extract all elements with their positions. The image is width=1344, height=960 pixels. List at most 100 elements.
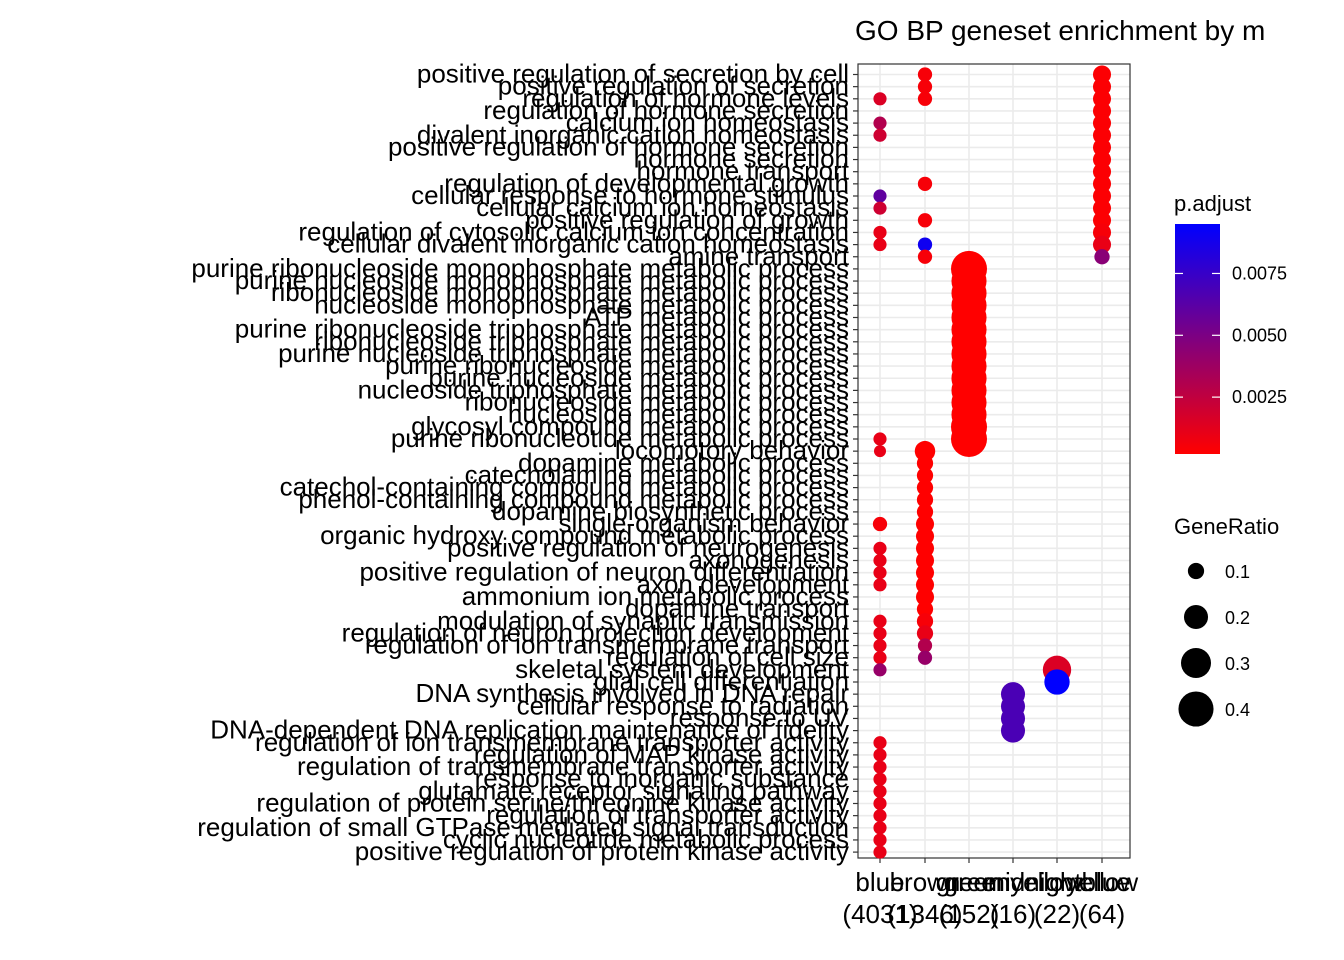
y-tick-label: regulation of small GTPase mediated sign… bbox=[197, 812, 849, 842]
y-tick-label: cellular response to radiation bbox=[517, 690, 849, 720]
y-tick-label: glial cell differentiation bbox=[594, 666, 849, 696]
y-tick-label: purine ribonucleoside metabolic process bbox=[385, 350, 849, 380]
x-tick-label: brown bbox=[890, 867, 961, 897]
data-points bbox=[872, 65, 1112, 859]
size-legend-key bbox=[1183, 604, 1209, 630]
data-point bbox=[873, 92, 887, 106]
x-axis-labels: blue(4031)brown(1346)green(152)greenyell… bbox=[842, 858, 1138, 929]
panel-border bbox=[857, 63, 1131, 859]
data-point bbox=[917, 79, 933, 94]
data-point bbox=[917, 237, 933, 252]
y-tick-label: regulation of neuron projection developm… bbox=[342, 617, 850, 647]
data-point bbox=[873, 541, 887, 555]
x-tick-count-label: (64) bbox=[1079, 899, 1125, 929]
data-point bbox=[873, 845, 887, 859]
y-tick-label: purine nucleoside metabolic process bbox=[428, 362, 849, 392]
x-tick-count-label: (4031) bbox=[842, 899, 917, 929]
data-point bbox=[873, 833, 887, 847]
data-point bbox=[873, 784, 887, 798]
y-tick-label: response to UV bbox=[670, 702, 850, 732]
y-tick-label: response to inorganic substance bbox=[475, 763, 849, 793]
y-tick-label: nucleoside monophosphate metabolic proce… bbox=[314, 289, 849, 319]
y-tick-label: hormone transport bbox=[637, 156, 850, 186]
data-point bbox=[916, 479, 934, 496]
y-tick-label: positive regulation of growth bbox=[525, 204, 849, 234]
data-point bbox=[915, 587, 935, 606]
x-tick-label: blue bbox=[855, 867, 904, 897]
y-tick-label: ATP metabolic process bbox=[584, 302, 849, 332]
y-tick-label: ribonucleoside triphosphate metabolic pr… bbox=[314, 326, 849, 356]
data-point bbox=[873, 821, 887, 835]
y-tick-label: purine nucleoside triphosphate metabolic… bbox=[278, 338, 849, 368]
y-tick-label: regulation of MAP kinase activity bbox=[474, 739, 849, 769]
data-point bbox=[916, 600, 934, 618]
y-tick-label: nucleoside triphosphate metabolic proces… bbox=[358, 374, 849, 404]
data-point bbox=[873, 638, 887, 653]
chart-title: GO BP geneset enrichment by m bbox=[855, 15, 1265, 46]
y-tick-label: positive regulation of secretion bbox=[498, 71, 849, 101]
p-adjust-colorbar bbox=[1175, 224, 1220, 454]
size-legend-label: 0.3 bbox=[1225, 654, 1250, 674]
y-tick-label: cyclic nucleotide metabolic process bbox=[443, 824, 849, 854]
x-tick-label: greenyellow bbox=[944, 867, 1083, 897]
data-point bbox=[873, 566, 887, 580]
data-point bbox=[873, 116, 887, 130]
size-legend-label: 0.4 bbox=[1225, 700, 1250, 720]
y-tick-label: DNA synthesis involved in DNA repair bbox=[415, 678, 849, 708]
y-tick-label: locomotory behavior bbox=[615, 435, 849, 465]
y-tick-label: dopamine transport bbox=[625, 593, 850, 623]
y-tick-label: regulation of hormone secretion bbox=[483, 95, 849, 125]
y-tick-label: amine transport bbox=[668, 241, 849, 271]
data-point bbox=[873, 225, 887, 240]
data-point bbox=[873, 238, 887, 252]
gene-ratio-legend-title: GeneRatio bbox=[1174, 514, 1279, 539]
data-point bbox=[917, 67, 933, 82]
y-tick-label: regulation of ion transmembrane transpor… bbox=[255, 727, 849, 757]
x-tick-count-label: (1346) bbox=[887, 899, 962, 929]
x-tick-label: midnightblue bbox=[983, 867, 1130, 897]
y-tick-label: purine nucleoside monophosphate metaboli… bbox=[235, 265, 849, 295]
data-point bbox=[873, 663, 887, 677]
y-tick-label: ribonucleoside metabolic process bbox=[465, 387, 849, 417]
data-point bbox=[873, 626, 887, 640]
y-tick-label: divalent inorganic cation homeostasis bbox=[417, 119, 849, 149]
data-point bbox=[916, 503, 934, 521]
y-tick-label: skeletal system development bbox=[515, 654, 850, 684]
y-tick-label: purine ribonucleoside triphosphate metab… bbox=[235, 314, 849, 344]
data-point bbox=[873, 432, 887, 446]
gene-ratio-legend: GeneRatio 0.1 0.2 0.3 0.4 bbox=[1174, 514, 1279, 727]
data-point bbox=[873, 772, 887, 786]
size-legend-key bbox=[1187, 562, 1205, 580]
y-tick-label: positive regulation of protein kinase ac… bbox=[355, 836, 849, 866]
size-legend-key bbox=[1180, 647, 1212, 679]
y-tick-label: glycosyl compound metabolic process bbox=[411, 411, 849, 441]
y-tick-label: organic hydroxy compound metabolic proce… bbox=[320, 520, 849, 550]
data-point bbox=[873, 614, 887, 628]
y-tick-label: purine ribonucleotide metabolic process bbox=[391, 423, 849, 453]
y-tick-label: cellular calcium ion homeostasis bbox=[476, 192, 849, 222]
p-adjust-legend-title: p.adjust bbox=[1174, 191, 1251, 216]
x-tick-count-label: (16) bbox=[990, 899, 1036, 929]
y-tick-label: positive regulation of secretion by cell bbox=[417, 59, 849, 89]
data-point bbox=[917, 638, 933, 653]
data-point bbox=[1092, 235, 1112, 254]
y-tick-label: DNA-dependent DNA replication maintenanc… bbox=[210, 715, 849, 745]
y-tick-label: glutamate receptor signaling pathway bbox=[418, 775, 849, 805]
data-point bbox=[873, 736, 887, 750]
data-point bbox=[873, 748, 887, 762]
y-tick-label: catecholamine metabolic process bbox=[465, 459, 849, 489]
y-tick-label: cellular divalent inorganic cation homeo… bbox=[327, 229, 849, 259]
data-point bbox=[874, 445, 886, 458]
data-point bbox=[873, 796, 887, 811]
y-tick-label: regulation of transmembrane transporter … bbox=[297, 751, 849, 781]
y-tick-label: purine ribonucleoside monophosphate meta… bbox=[191, 253, 849, 283]
y-tick-label: axonogenesis bbox=[689, 545, 849, 575]
data-point bbox=[873, 553, 887, 568]
x-tick-label: green bbox=[936, 867, 1003, 897]
colorbar-tick-label: 0.0025 bbox=[1232, 387, 1287, 407]
data-point bbox=[1000, 718, 1026, 743]
y-tick-label: regulation of hormone levels bbox=[522, 83, 849, 113]
plot-panel bbox=[857, 63, 1131, 859]
data-point bbox=[873, 201, 887, 215]
